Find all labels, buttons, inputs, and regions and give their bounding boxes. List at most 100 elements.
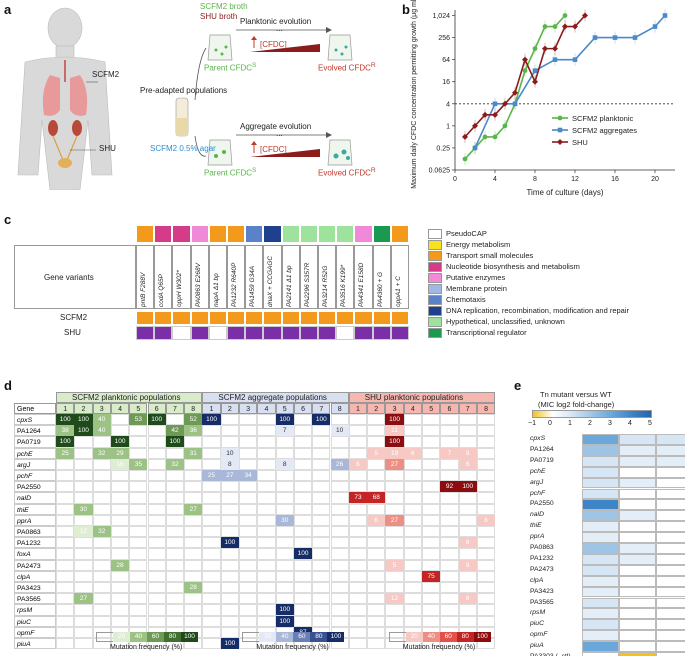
row-label: piuA: [530, 642, 544, 650]
data-point: [612, 35, 618, 40]
data-point: [472, 122, 478, 129]
grid-cell: [257, 537, 276, 549]
grid-cell: [92, 481, 111, 493]
grid-cell: [312, 436, 331, 448]
mutation-cell: 100: [202, 414, 221, 425]
mutation-cell: 100: [458, 481, 477, 493]
x-tick-label: 12: [571, 176, 579, 183]
grid-cell: [165, 548, 185, 560]
grid-cell: [385, 615, 404, 627]
scfm2-cell: [154, 311, 173, 325]
population-number: 4: [403, 403, 422, 414]
mutation-cell: 12: [74, 526, 93, 537]
y-tick-label: 0.25: [436, 145, 450, 152]
grid-cell: [239, 436, 258, 448]
legend-swatch: [428, 284, 442, 294]
grid-cell: [184, 458, 203, 470]
gene-row-label: rpsM: [14, 604, 56, 616]
heatmap-cell: [656, 510, 685, 522]
grid-cell: [239, 593, 258, 605]
grid-cell: [129, 548, 148, 560]
grid-cell: [348, 604, 368, 616]
grid-cell: [239, 570, 258, 582]
grid-cell: [220, 615, 239, 627]
gene-row-label: PA2473: [14, 559, 56, 571]
grid-cell: [257, 615, 276, 627]
grid-cell: [348, 447, 368, 459]
grid-cell: [275, 548, 294, 560]
legend-swatch: [428, 317, 442, 327]
grid-cell: [458, 582, 477, 594]
grid-cell: [92, 514, 111, 526]
grid-cell: [275, 570, 294, 582]
grid-cell: [275, 559, 294, 571]
grid-cell: [220, 626, 239, 638]
legend-swatch: [428, 262, 442, 272]
grid-cell: [110, 593, 130, 605]
panel-a-illustration: [17, 7, 353, 190]
grid-cell: [202, 514, 221, 526]
grid-cell: [275, 481, 294, 493]
grid-cell: [129, 470, 148, 482]
grid-cell: [147, 526, 166, 538]
grid-cell: [239, 559, 258, 571]
grid-cell: [92, 548, 111, 560]
grid-cell: [385, 526, 404, 538]
data-point: [582, 12, 588, 19]
grid-cell: [458, 436, 477, 448]
mutation-cell: 7: [275, 425, 294, 437]
data-point: [492, 134, 498, 140]
grid-cell: [239, 526, 258, 538]
grid-cell: [458, 470, 477, 482]
grid-cell: [348, 503, 368, 515]
x-tick-label: 4: [493, 176, 497, 183]
mutation-cell: 5: [367, 447, 386, 459]
heatmap-cell: [656, 521, 685, 533]
grid-cell: [367, 626, 386, 638]
grid-cell: [56, 503, 75, 515]
mutation-cell: 35: [129, 458, 148, 470]
grid-cell: [147, 537, 166, 549]
colorbar-tick: 1: [568, 420, 572, 427]
shu-cell: [263, 326, 282, 340]
grid-cell: [476, 559, 496, 571]
mutation-cell: 8: [458, 559, 477, 571]
grid-cell: [220, 604, 239, 616]
mutation-cell: 100: [165, 436, 185, 448]
grid-cell: [257, 503, 276, 515]
gene-column-cell: [227, 245, 246, 309]
grid-cell: [422, 458, 441, 470]
shu-cell: [390, 326, 409, 340]
gene-column-cell: [390, 245, 409, 309]
grid-cell: [403, 615, 422, 627]
grid-cell: [385, 470, 404, 482]
grid-cell: [92, 503, 111, 515]
mutation-cell: 32: [92, 526, 111, 537]
grid-cell: [92, 458, 111, 470]
grid-cell: [56, 537, 75, 549]
gene-row-label: PA3565: [14, 593, 56, 605]
grid-cell: [110, 425, 130, 437]
grid-cell: [184, 570, 203, 582]
grid-cell: [458, 615, 477, 627]
grid-cell: [348, 414, 368, 426]
row-label: pprA: [530, 533, 545, 541]
group-header-bg: [202, 392, 349, 403]
heatmap-cell: [582, 630, 619, 642]
grid-cell: [312, 615, 331, 627]
grid-cell: [129, 526, 148, 538]
grid-cell: [422, 492, 441, 504]
grid-cell: [147, 604, 166, 616]
mutation-cell: 27: [385, 458, 404, 470]
grid-cell: [312, 481, 331, 493]
mutation-cell: 28: [184, 582, 203, 593]
pre-adapted-label: Pre-adapted populations: [140, 86, 228, 95]
heatmap-cell: [619, 586, 656, 598]
data-point: [472, 145, 478, 151]
grid-cell: [92, 492, 111, 504]
grid-cell: [147, 593, 166, 605]
heatmap-cell: [619, 543, 656, 554]
grid-cell: [458, 604, 477, 616]
mutation-cell: 38: [56, 425, 75, 437]
x-tick-label: 20: [651, 176, 659, 183]
